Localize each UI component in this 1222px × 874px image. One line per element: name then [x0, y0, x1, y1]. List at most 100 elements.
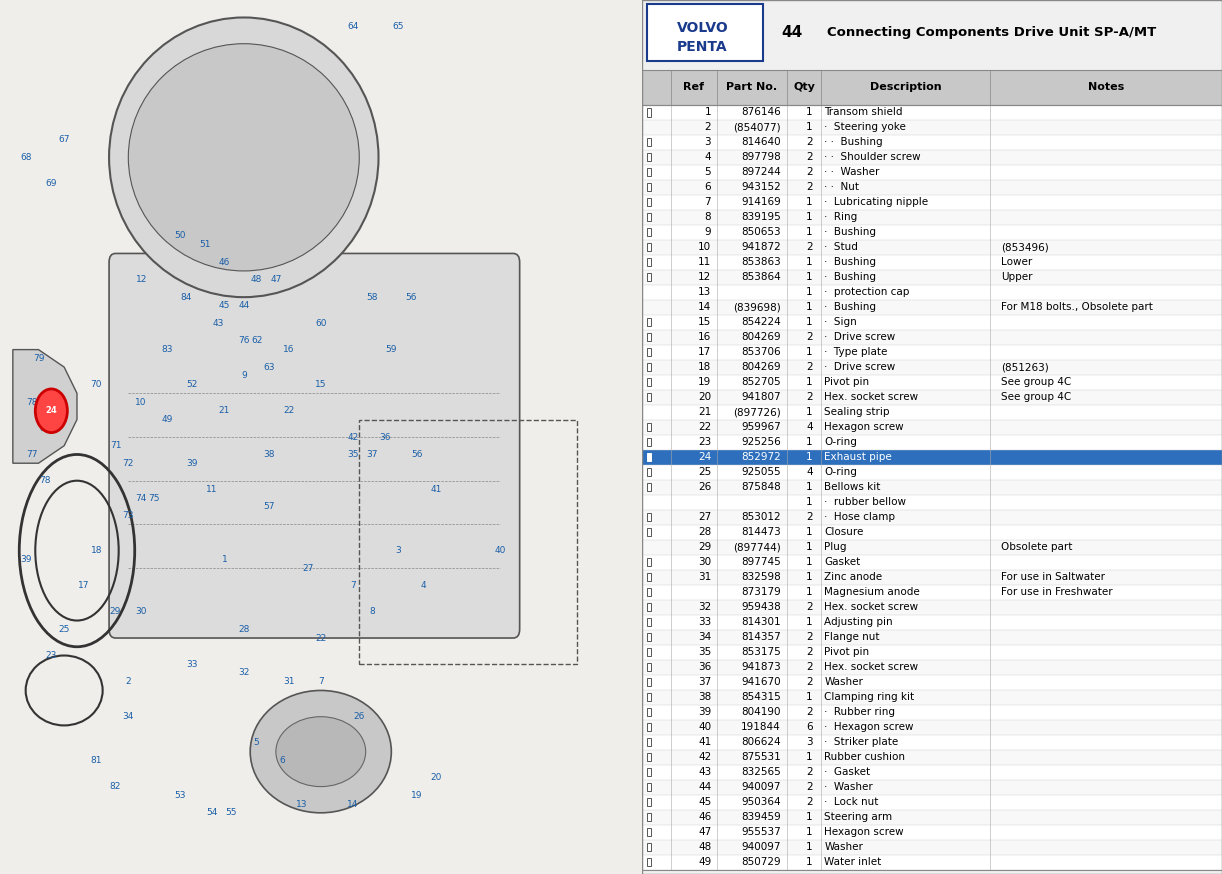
Text: 31: 31	[284, 677, 295, 686]
Text: O-ring: O-ring	[825, 468, 858, 477]
Bar	[642, 300, 1222, 315]
Text: 42: 42	[698, 753, 711, 762]
Text: ·  Washer: · Washer	[825, 782, 874, 792]
Text: ·  Bushing: · Bushing	[825, 302, 876, 312]
Text: 19: 19	[698, 378, 711, 387]
Text: 10: 10	[698, 242, 711, 253]
Text: 943152: 943152	[741, 183, 781, 192]
Text: 2: 2	[807, 137, 813, 148]
Text: ·  Lubricating nipple: · Lubricating nipple	[825, 198, 929, 207]
Text: Pivot pin: Pivot pin	[825, 378, 870, 387]
Text: ·  Striker plate: · Striker plate	[825, 737, 898, 747]
Text: 14: 14	[347, 800, 358, 808]
Bar	[642, 120, 1222, 135]
Bar	[648, 663, 651, 671]
Text: 941807: 941807	[742, 392, 781, 402]
Text: 74: 74	[136, 494, 147, 503]
Bar	[648, 138, 651, 147]
Bar	[648, 483, 651, 491]
Text: 1: 1	[807, 843, 813, 852]
Bar	[648, 423, 651, 432]
Text: 51: 51	[199, 240, 211, 249]
Bar	[648, 573, 651, 581]
Text: 1: 1	[705, 108, 711, 117]
Text: 77: 77	[27, 450, 38, 459]
Bar	[642, 420, 1222, 434]
Bar	[642, 719, 1222, 735]
Text: 2: 2	[807, 797, 813, 808]
Text: 13: 13	[296, 800, 307, 808]
Bar	[642, 0, 1222, 66]
Bar	[642, 345, 1222, 360]
Text: 959438: 959438	[741, 602, 781, 612]
Text: VOLVO: VOLVO	[677, 20, 728, 35]
Bar	[642, 690, 1222, 704]
Text: Steering arm: Steering arm	[825, 812, 892, 822]
Text: 17: 17	[698, 347, 711, 357]
Text: 11: 11	[698, 257, 711, 267]
Text: 852705: 852705	[742, 378, 781, 387]
Text: Hexagon screw: Hexagon screw	[825, 422, 904, 433]
Text: 44: 44	[698, 782, 711, 792]
Text: 2: 2	[807, 152, 813, 163]
Bar	[642, 390, 1222, 405]
Text: 15: 15	[698, 317, 711, 327]
Text: 959967: 959967	[741, 422, 781, 433]
Text: 26: 26	[353, 712, 365, 721]
Text: 853706: 853706	[742, 347, 781, 357]
Text: Plug: Plug	[825, 542, 847, 552]
Text: 853012: 853012	[742, 512, 781, 523]
Text: 1: 1	[807, 198, 813, 207]
Text: 82: 82	[110, 782, 121, 791]
Bar	[642, 540, 1222, 555]
Text: ·  Rubber ring: · Rubber ring	[825, 707, 896, 718]
Bar	[648, 798, 651, 807]
Text: 15: 15	[315, 380, 326, 389]
Text: 3: 3	[395, 546, 401, 555]
Text: 897798: 897798	[741, 152, 781, 163]
Text: 2: 2	[807, 167, 813, 177]
Text: 875531: 875531	[741, 753, 781, 762]
Bar	[648, 393, 651, 401]
Text: 32: 32	[238, 669, 249, 677]
Text: ·  Bushing: · Bushing	[825, 257, 876, 267]
Bar	[648, 783, 651, 791]
Text: ·  Drive screw: · Drive screw	[825, 363, 896, 372]
Text: 46: 46	[698, 812, 711, 822]
Text: 45: 45	[219, 302, 230, 310]
Text: (853496): (853496)	[1002, 242, 1050, 253]
Text: 806624: 806624	[742, 737, 781, 747]
Text: (897726): (897726)	[733, 407, 781, 417]
Text: 43: 43	[213, 319, 224, 328]
Text: 79: 79	[33, 354, 44, 363]
Text: 1: 1	[807, 617, 813, 628]
Text: 60: 60	[315, 319, 326, 328]
Text: 941873: 941873	[741, 662, 781, 672]
Text: 1: 1	[807, 558, 813, 567]
Bar	[648, 693, 651, 701]
Text: 854315: 854315	[741, 692, 781, 702]
Text: 32: 32	[698, 602, 711, 612]
Text: 45: 45	[698, 797, 711, 808]
Text: 853175: 853175	[741, 648, 781, 657]
Bar	[648, 678, 651, 686]
Text: 1: 1	[807, 587, 813, 597]
Bar	[648, 108, 651, 116]
Text: 48: 48	[698, 843, 711, 852]
Bar	[642, 524, 1222, 540]
Bar	[642, 315, 1222, 329]
Text: 78: 78	[39, 476, 50, 485]
Text: 9: 9	[705, 227, 711, 238]
Text: 1: 1	[807, 317, 813, 327]
Bar	[642, 704, 1222, 719]
Text: 839195: 839195	[741, 212, 781, 222]
Text: 8: 8	[705, 212, 711, 222]
Text: 2: 2	[807, 332, 813, 343]
Text: 5: 5	[705, 167, 711, 177]
Text: 10: 10	[136, 398, 147, 406]
Text: 7: 7	[349, 581, 356, 590]
Text: · ·  Shoulder screw: · · Shoulder screw	[825, 152, 921, 163]
Bar	[642, 270, 1222, 285]
Text: ·  Type plate: · Type plate	[825, 347, 887, 357]
Ellipse shape	[276, 717, 365, 787]
